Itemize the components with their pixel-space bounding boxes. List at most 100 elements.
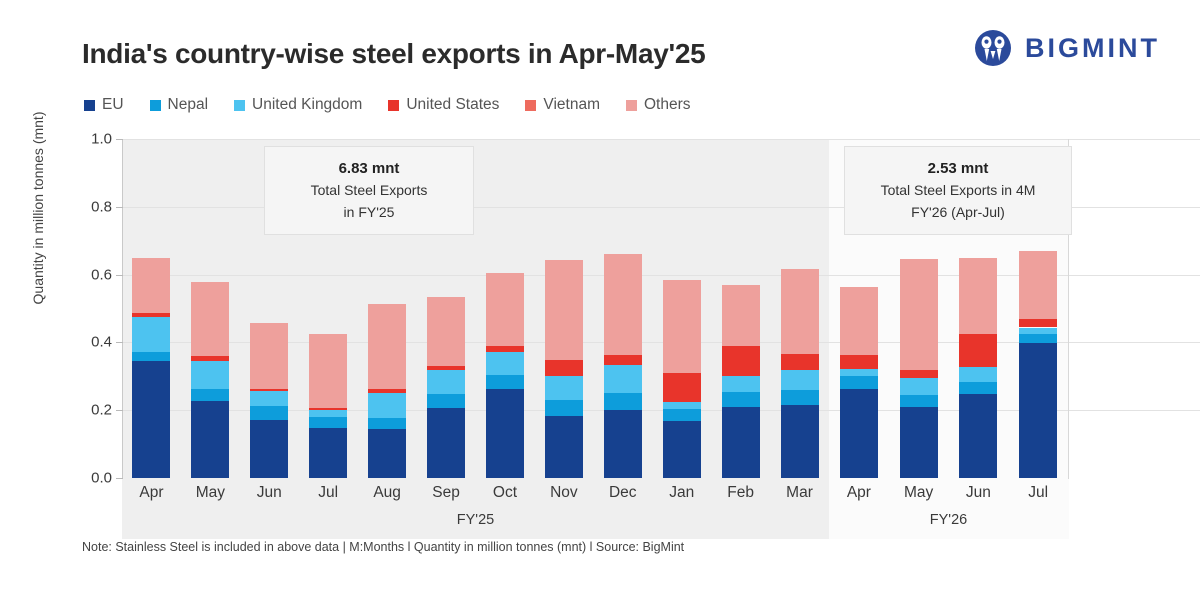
- bar-segment-eu[interactable]: [603, 410, 642, 478]
- bar-segment-eu[interactable]: [1019, 343, 1058, 478]
- bar-segment-others[interactable]: [427, 296, 466, 367]
- bar-segment-eu[interactable]: [427, 407, 466, 478]
- bar-segment-nepal[interactable]: [427, 393, 466, 408]
- bar-segment-united-states[interactable]: [839, 355, 878, 369]
- bar-segment-nepal[interactable]: [899, 395, 938, 407]
- bar-segment-others[interactable]: [899, 259, 938, 371]
- bar-segment-eu[interactable]: [309, 427, 348, 478]
- bar-segment-others[interactable]: [1019, 250, 1058, 320]
- legend-item-united-kingdom[interactable]: United Kingdom: [234, 96, 362, 114]
- bar-segment-united-kingdom[interactable]: [1019, 327, 1058, 335]
- bar-segment-united-kingdom[interactable]: [959, 366, 998, 383]
- bar-segment-others[interactable]: [309, 333, 348, 408]
- bar-segment-eu[interactable]: [721, 406, 760, 478]
- bar-segment-nepal[interactable]: [721, 391, 760, 407]
- bar-segment-nepal[interactable]: [368, 418, 407, 429]
- bar-segment-united-states[interactable]: [132, 313, 171, 317]
- bar-segment-eu[interactable]: [959, 393, 998, 478]
- bar-FY25-Nov[interactable]: [544, 139, 583, 478]
- bar-FY25-Mar[interactable]: [780, 139, 819, 478]
- bar-segment-united-kingdom[interactable]: [780, 369, 819, 391]
- bar-segment-nepal[interactable]: [959, 382, 998, 394]
- bar-segment-united-states[interactable]: [191, 356, 230, 362]
- bar-segment-others[interactable]: [721, 284, 760, 346]
- bar-segment-united-kingdom[interactable]: [485, 351, 524, 375]
- bar-segment-eu[interactable]: [191, 400, 230, 478]
- bar-FY25-Oct[interactable]: [485, 139, 524, 478]
- bar-segment-others[interactable]: [603, 254, 642, 355]
- bar-FY25-May[interactable]: [191, 139, 230, 478]
- bar-FY25-Feb[interactable]: [721, 139, 760, 478]
- bar-segment-eu[interactable]: [839, 389, 878, 478]
- bar-segment-united-kingdom[interactable]: [544, 376, 583, 401]
- bar-segment-united-states[interactable]: [780, 353, 819, 370]
- bar-segment-united-kingdom[interactable]: [368, 392, 407, 419]
- bar-segment-eu[interactable]: [250, 419, 289, 478]
- bar-segment-eu[interactable]: [662, 421, 701, 478]
- bar-segment-united-states[interactable]: [1019, 319, 1058, 328]
- bar-FY25-Sep[interactable]: [427, 139, 466, 478]
- bar-segment-united-states[interactable]: [662, 372, 701, 403]
- bar-segment-united-kingdom[interactable]: [839, 368, 878, 376]
- bar-segment-nepal[interactable]: [309, 416, 348, 428]
- bar-segment-nepal[interactable]: [662, 408, 701, 422]
- bar-segment-nepal[interactable]: [780, 390, 819, 406]
- bar-FY25-Jun[interactable]: [250, 139, 289, 478]
- bar-segment-nepal[interactable]: [603, 393, 642, 411]
- bar-segment-nepal[interactable]: [839, 375, 878, 390]
- bar-segment-united-kingdom[interactable]: [191, 361, 230, 389]
- bar-segment-united-kingdom[interactable]: [250, 391, 289, 407]
- bar-segment-united-states[interactable]: [250, 388, 289, 392]
- bar-segment-nepal[interactable]: [132, 351, 171, 362]
- legend-item-nepal[interactable]: Nepal: [149, 96, 208, 114]
- bar-segment-united-states[interactable]: [899, 370, 938, 378]
- legend-item-united-states[interactable]: United States: [388, 96, 499, 114]
- legend-item-vietnam[interactable]: Vietnam: [525, 96, 600, 114]
- bar-segment-others[interactable]: [250, 323, 289, 389]
- bar-segment-nepal[interactable]: [485, 374, 524, 389]
- bar-segment-united-kingdom[interactable]: [603, 365, 642, 394]
- bar-segment-eu[interactable]: [780, 405, 819, 478]
- bar-FY26-Apr[interactable]: [839, 139, 878, 478]
- bar-segment-eu[interactable]: [544, 416, 583, 478]
- bar-segment-others[interactable]: [368, 304, 407, 390]
- bar-segment-united-states[interactable]: [485, 346, 524, 352]
- bar-segment-others[interactable]: [544, 260, 583, 361]
- bar-FY25-Jul[interactable]: [309, 139, 348, 478]
- bar-FY26-May[interactable]: [899, 139, 938, 478]
- bar-segment-others[interactable]: [191, 282, 230, 357]
- bar-segment-united-kingdom[interactable]: [132, 316, 171, 352]
- bar-segment-eu[interactable]: [368, 428, 407, 478]
- bar-FY25-Aug[interactable]: [368, 139, 407, 478]
- bar-segment-eu[interactable]: [485, 388, 524, 478]
- bar-segment-nepal[interactable]: [250, 406, 289, 420]
- bar-segment-united-kingdom[interactable]: [899, 377, 938, 396]
- bar-segment-united-states[interactable]: [368, 389, 407, 393]
- bar-segment-united-kingdom[interactable]: [309, 410, 348, 417]
- bar-segment-united-states[interactable]: [309, 407, 348, 411]
- bar-segment-others[interactable]: [839, 286, 878, 356]
- bar-segment-others[interactable]: [132, 257, 171, 314]
- bar-segment-united-kingdom[interactable]: [662, 402, 701, 409]
- bar-segment-nepal[interactable]: [1019, 334, 1058, 344]
- bar-segment-united-kingdom[interactable]: [721, 376, 760, 392]
- bar-segment-united-states[interactable]: [959, 334, 998, 367]
- bar-segment-others[interactable]: [485, 272, 524, 347]
- bar-segment-nepal[interactable]: [544, 400, 583, 417]
- bar-FY26-Jul[interactable]: [1019, 139, 1058, 478]
- bar-segment-others[interactable]: [662, 280, 701, 373]
- legend-item-eu[interactable]: EU: [84, 96, 124, 114]
- bar-FY25-Apr[interactable]: [132, 139, 171, 478]
- bar-segment-eu[interactable]: [899, 406, 938, 478]
- legend-item-others[interactable]: Others: [626, 96, 691, 114]
- bar-segment-eu[interactable]: [132, 361, 171, 478]
- bar-segment-nepal[interactable]: [191, 388, 230, 401]
- bar-segment-united-states[interactable]: [603, 354, 642, 366]
- bar-segment-united-states[interactable]: [721, 345, 760, 377]
- bar-FY26-Jun[interactable]: [959, 139, 998, 478]
- bar-segment-others[interactable]: [959, 257, 998, 335]
- bar-FY25-Dec[interactable]: [603, 139, 642, 478]
- bar-segment-others[interactable]: [780, 269, 819, 354]
- bar-segment-united-states[interactable]: [427, 366, 466, 370]
- bar-segment-united-kingdom[interactable]: [427, 369, 466, 394]
